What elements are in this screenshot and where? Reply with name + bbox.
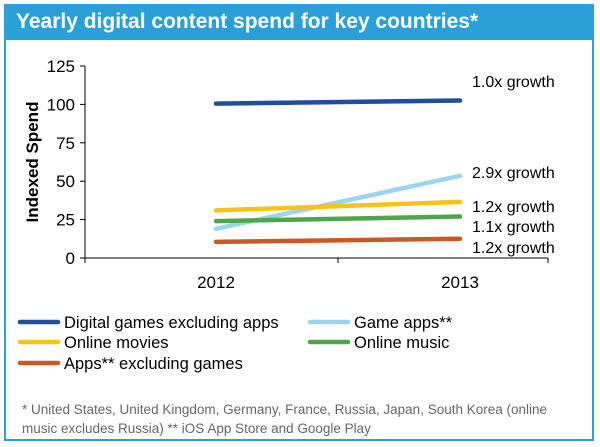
y-tick-label: 25: [56, 211, 75, 230]
growth-annotation: 1.0x growth: [472, 74, 555, 91]
legend-label: Game apps**: [354, 314, 453, 332]
series-line: [213, 98, 463, 106]
y-axis-title: Indexed Spend: [23, 102, 42, 223]
series-line: [213, 236, 463, 245]
title-bar: Yearly digital content spend for key cou…: [6, 6, 592, 40]
legend-label: Digital games excluding apps: [64, 314, 279, 332]
growth-annotation: 1.2x growth: [472, 199, 555, 216]
chart-frame: Yearly digital content spend for key cou…: [4, 4, 594, 441]
series-line: [213, 199, 463, 213]
y-tick-label: 50: [56, 172, 75, 191]
legend-label: Apps** excluding games: [64, 355, 243, 373]
footnote: * United States, United Kingdom, Germany…: [22, 402, 548, 436]
y-tick-label: 125: [47, 57, 75, 76]
y-tick-label: 100: [47, 95, 75, 114]
growth-annotation: 2.9x growth: [472, 165, 555, 182]
growth-annotation: 1.1x growth: [472, 219, 555, 236]
y-tick-label: 0: [66, 249, 75, 268]
legend-label: Online movies: [64, 334, 169, 352]
series-line: [213, 214, 463, 224]
legend-label: Online music: [354, 334, 449, 352]
x-tick-label: 2013: [441, 273, 479, 292]
y-tick-label: 75: [56, 134, 75, 153]
growth-annotation: 1.2x growth: [472, 240, 555, 257]
chart-title: Yearly digital content spend for key cou…: [16, 10, 479, 33]
x-tick-label: 2012: [197, 273, 235, 292]
